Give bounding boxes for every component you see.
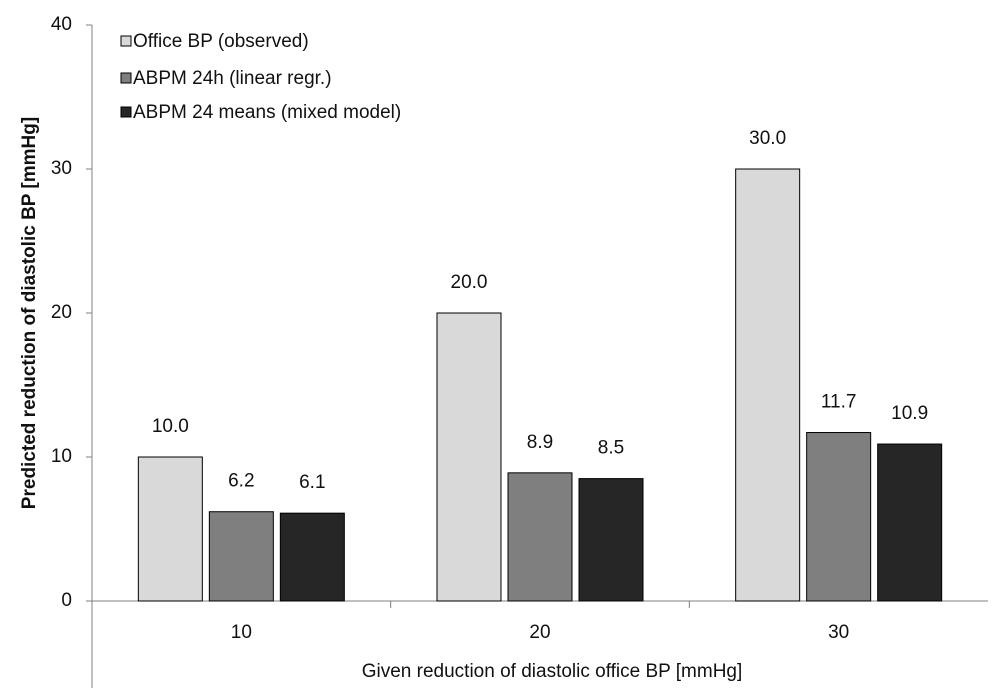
legend-item-abpm-24h: ABPM 24h (linear regr.) — [120, 68, 332, 89]
legend: Office BP (observed) ABPM 24h (linear re… — [120, 31, 401, 123]
data-label-s3-20: 8.5 — [598, 438, 624, 459]
y-ticks: 0 10 20 30 40 — [51, 14, 92, 611]
data-label-s1-20: 20.0 — [451, 272, 488, 293]
y-tick-label-30: 30 — [51, 158, 72, 179]
x-tick-label-10: 10 — [231, 622, 252, 643]
data-label-s1-10: 10.0 — [152, 416, 189, 437]
bar-s1-20 — [436, 312, 502, 602]
y-tick-label-0: 0 — [61, 590, 72, 611]
bars — [137, 168, 943, 602]
data-label-s2-20: 8.9 — [527, 432, 553, 453]
legend-label-office-bp: Office BP (observed) — [133, 31, 309, 52]
legend-swatch-abpm-means — [120, 106, 132, 118]
legend-item-office-bp: Office BP (observed) — [120, 31, 309, 52]
data-label-s1-30: 30.0 — [749, 128, 786, 149]
legend-swatch-office-bp — [120, 35, 132, 47]
legend-item-abpm-means: ABPM 24 means (mixed model) — [120, 102, 401, 123]
legend-label-abpm-means: ABPM 24 means (mixed model) — [133, 102, 401, 123]
x-tick-label-20: 20 — [529, 622, 550, 643]
data-label-s3-30: 10.9 — [891, 403, 928, 424]
bar-s1-10 — [137, 456, 203, 602]
y-tick-label-40: 40 — [51, 14, 72, 35]
x-ticks: 10 20 30 — [231, 601, 849, 643]
data-label-s2-30: 11.7 — [821, 392, 857, 413]
y-tick-label-20: 20 — [51, 302, 72, 323]
x-axis-title: Given reduction of diastolic office BP [… — [362, 661, 743, 682]
y-axis-title: Predicted reduction of diastolic BP [mmH… — [19, 117, 40, 509]
y-tick-label-10: 10 — [51, 446, 72, 467]
bar-s3-30 — [877, 443, 943, 602]
legend-label-abpm-24h: ABPM 24h (linear regr.) — [133, 68, 332, 89]
data-label-s2-10: 6.2 — [228, 471, 254, 492]
bar-s3-20 — [578, 478, 644, 602]
bar-s2-30 — [806, 432, 872, 602]
legend-swatch-abpm-24h — [120, 72, 132, 84]
x-tick-label-30: 30 — [828, 622, 849, 643]
bar-s2-10 — [208, 511, 274, 602]
bar-s2-20 — [507, 472, 573, 602]
data-labels: 10.0 6.2 6.1 20.0 8.9 8.5 30.0 11.7 10.9 — [152, 128, 928, 493]
bar-s3-10 — [279, 512, 345, 602]
bar-s1-30 — [735, 168, 801, 602]
data-label-s3-10: 6.1 — [299, 472, 325, 493]
